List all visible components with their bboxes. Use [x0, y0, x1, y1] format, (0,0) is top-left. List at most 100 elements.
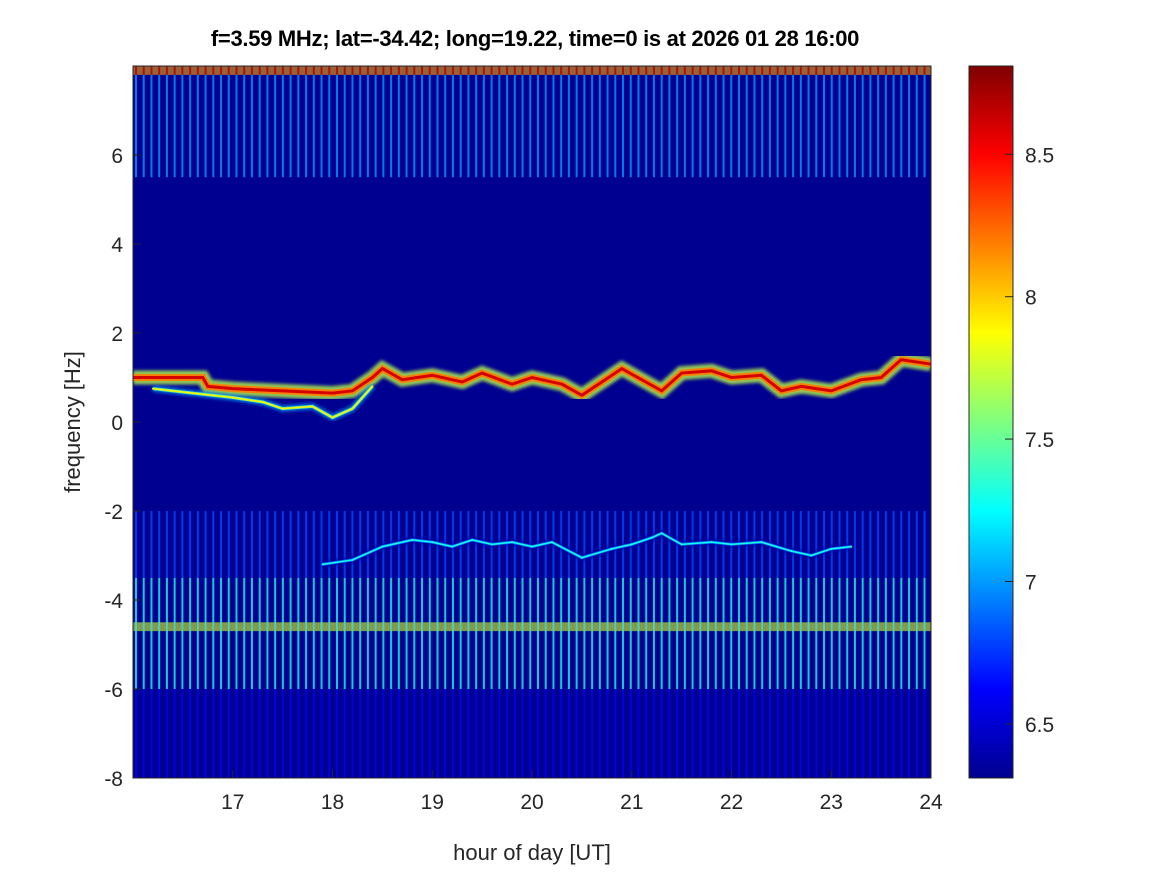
stripe	[838, 66, 841, 75]
stripe	[877, 577, 880, 689]
stripe	[189, 577, 192, 689]
trace-point	[580, 394, 583, 397]
stripe	[413, 577, 416, 689]
top-interference-band	[133, 66, 931, 75]
stripe	[591, 577, 594, 689]
stripe	[606, 66, 609, 75]
stripe	[660, 511, 663, 578]
x-tick-label: 23	[820, 791, 843, 814]
stripe	[243, 689, 246, 778]
stripe	[567, 66, 570, 75]
stripe	[467, 689, 470, 778]
stripe	[274, 689, 277, 778]
stripe	[374, 74, 377, 178]
stripe	[838, 74, 841, 178]
stripe	[297, 577, 300, 689]
stripe	[189, 689, 192, 778]
stripe	[142, 689, 145, 778]
stripe	[853, 689, 856, 778]
stripe	[846, 66, 849, 75]
stripe	[521, 74, 524, 178]
stripe	[289, 66, 292, 75]
stripe	[250, 689, 253, 778]
stripe	[676, 689, 679, 778]
stripe	[900, 66, 903, 75]
colorbar-tick-label: 8.5	[1025, 144, 1054, 167]
stripe	[366, 66, 369, 75]
stripe	[204, 511, 207, 578]
stripe	[676, 66, 679, 75]
stripe	[506, 577, 509, 689]
stripe	[861, 74, 864, 178]
trace-point	[810, 554, 813, 557]
stripe	[807, 689, 810, 778]
stripe	[915, 577, 918, 689]
stripe	[900, 74, 903, 178]
stripe	[467, 74, 470, 178]
stripe	[691, 689, 694, 778]
stripe	[274, 74, 277, 178]
stripe	[482, 689, 485, 778]
stripe	[660, 577, 663, 689]
stripe	[165, 511, 168, 578]
stripe	[614, 74, 617, 178]
stripe	[150, 689, 153, 778]
stripe	[397, 66, 400, 75]
stripe	[521, 577, 524, 689]
stripe	[652, 689, 655, 778]
stripe	[359, 66, 362, 75]
stripe	[838, 689, 841, 778]
stripe	[583, 66, 586, 75]
stripe	[165, 689, 168, 778]
stripe	[189, 511, 192, 578]
stripe	[536, 577, 539, 689]
stripe	[908, 689, 911, 778]
stripe	[884, 511, 887, 578]
trace-point	[730, 376, 733, 379]
stripe	[629, 66, 632, 75]
trace-point	[331, 392, 334, 395]
trace-point	[431, 374, 434, 377]
stripe	[227, 66, 230, 75]
stripe	[343, 74, 346, 178]
stripe	[830, 689, 833, 778]
trace-point	[371, 376, 374, 379]
stripe	[281, 577, 284, 689]
trace-point	[151, 387, 154, 390]
stripe	[258, 689, 261, 778]
stripe	[158, 511, 161, 578]
stripe	[900, 577, 903, 689]
stripe	[707, 689, 710, 778]
stripe	[583, 577, 586, 689]
band-fill	[133, 66, 931, 75]
trace-point	[850, 545, 853, 548]
band-fill	[133, 622, 931, 632]
stripe	[892, 74, 895, 178]
stripe	[722, 74, 725, 178]
stripe	[421, 66, 424, 75]
stripe	[730, 689, 733, 778]
stripe	[158, 577, 161, 689]
trace-point	[620, 367, 623, 370]
stripe	[637, 577, 640, 689]
stripe	[792, 66, 795, 75]
stripe	[861, 689, 864, 778]
stripe	[923, 511, 926, 578]
stripe	[722, 577, 725, 689]
stripe	[220, 511, 223, 578]
colorbar-tick-label: 6.5	[1025, 714, 1054, 737]
stripe	[506, 689, 509, 778]
stripe	[722, 66, 725, 75]
trace-point	[860, 378, 863, 381]
stripe	[513, 577, 516, 689]
stripe	[289, 511, 292, 578]
stripe	[552, 577, 555, 689]
stripe	[297, 689, 300, 778]
stripe	[359, 511, 362, 578]
trace-point	[900, 358, 903, 361]
stripe	[691, 577, 694, 689]
y-tick-label: -2	[104, 501, 123, 524]
stripe	[622, 66, 625, 75]
stripe	[413, 511, 416, 578]
y-tick-label: -6	[104, 679, 123, 702]
